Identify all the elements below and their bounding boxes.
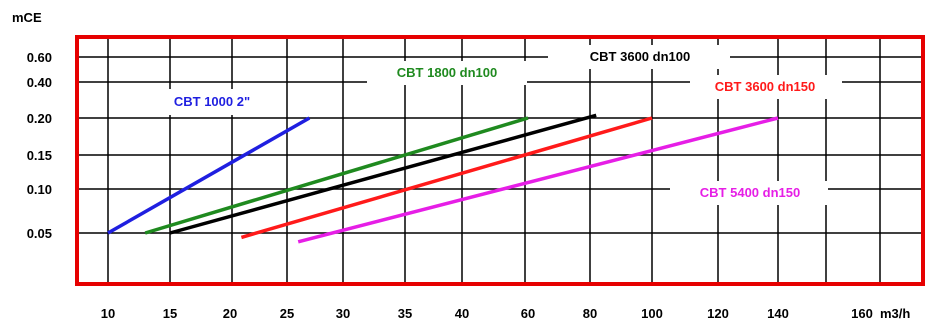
- y-axis-ticks: 0.05 0.10 0.15 0.20 0.40 0.60: [27, 50, 52, 241]
- y-tick-label: 0.60: [27, 50, 52, 65]
- series-line: [169, 113, 597, 235]
- series-lines: [107, 113, 779, 244]
- series-label: CBT 1800 dn100: [397, 65, 497, 80]
- plot-frame: [75, 35, 925, 286]
- x-tick-label: 140: [767, 306, 789, 321]
- x-tick-label: 60: [521, 306, 535, 321]
- series-line: [144, 116, 529, 235]
- x-tick-label: 80: [583, 306, 597, 321]
- series-line: [240, 116, 653, 240]
- x-tick-label: 30: [336, 306, 350, 321]
- y-tick-label: 0.10: [27, 182, 52, 197]
- y-tick-label: 0.20: [27, 111, 52, 126]
- x-axis-ticks: 10 15 20 25 30 35 40 60 80 100 120 140 160: [101, 306, 873, 321]
- x-tick-label: 20: [223, 306, 237, 321]
- series-line: [107, 116, 311, 235]
- series-line: [297, 116, 779, 244]
- y-tick-label: 0.40: [27, 75, 52, 90]
- series-label-background: [670, 181, 828, 205]
- x-tick-label: 10: [101, 306, 115, 321]
- y-axis-label: mCE: [12, 10, 42, 25]
- series-label: CBT 1000 2": [174, 94, 250, 109]
- x-tick-label: 40: [455, 306, 469, 321]
- series-label-background: [548, 45, 730, 69]
- x-tick-label: 120: [707, 306, 729, 321]
- series-labels: CBT 1000 2" CBT 1800 dn100 CBT 3600 dn100 C…: [135, 45, 842, 205]
- x-tick-label: 100: [641, 306, 663, 321]
- series-label-background: [135, 89, 285, 115]
- y-tick-label: 0.15: [27, 148, 52, 163]
- series-label-background: [690, 75, 842, 99]
- series-label: CBT 3600 dn150: [715, 79, 815, 94]
- series-label: CBT 3600 dn100: [590, 49, 690, 64]
- x-tick-label: 160: [851, 306, 873, 321]
- x-axis-label: m3/h: [880, 306, 910, 321]
- x-tick-label: 35: [398, 306, 412, 321]
- x-tick-label: 25: [280, 306, 294, 321]
- series-label: CBT 5400 dn150: [700, 185, 800, 200]
- y-tick-label: 0.05: [27, 226, 52, 241]
- series-label-background: [367, 61, 527, 85]
- x-tick-label: 15: [163, 306, 177, 321]
